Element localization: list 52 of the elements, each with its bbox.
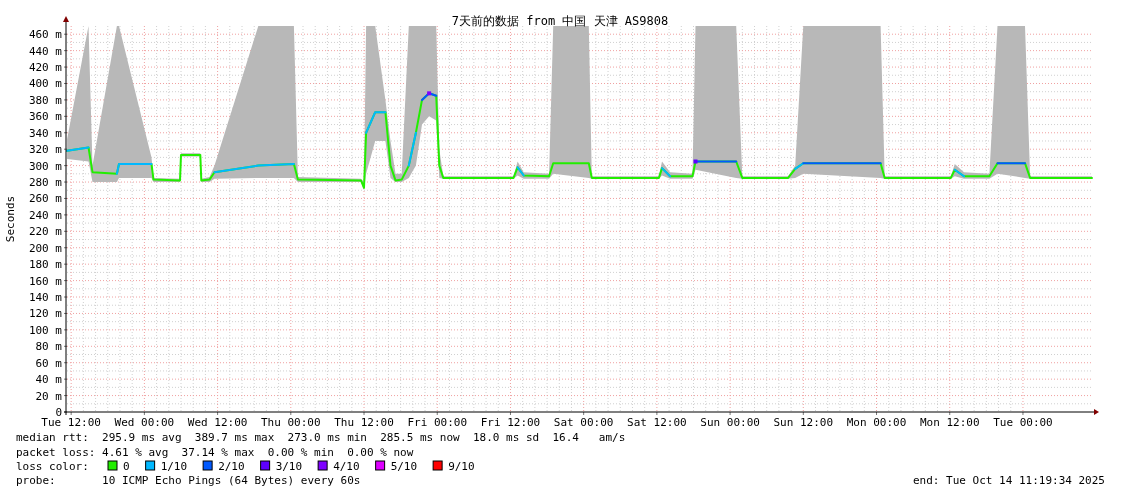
- legend-label: 5/10: [390, 460, 418, 473]
- y-tick-label: 460 m: [28, 28, 63, 42]
- y-tick-label: 140 m: [28, 291, 63, 305]
- x-tick-label: Sun 00:00: [700, 416, 760, 429]
- legend-title: loss color:: [16, 460, 89, 473]
- x-tick-label: Tue 00:00: [993, 416, 1053, 429]
- x-tick-label: Wed 00:00: [114, 416, 175, 429]
- y-tick-label: 400 m: [28, 77, 63, 91]
- x-tick-label: Thu 12:00: [334, 416, 394, 429]
- y-tick-label: 120 m: [28, 307, 63, 321]
- y-tick-label: 420 m: [28, 61, 63, 75]
- y-tick-label: 380 m: [28, 93, 63, 107]
- y-tick-label: 220 m: [28, 225, 63, 239]
- x-tick-label: Thu 00:00: [261, 416, 321, 429]
- y-tick-label: 260 m: [28, 192, 63, 206]
- y-tick-label: 340 m: [28, 126, 63, 140]
- text: probe: 10 ICMP Echo Pings (64 Bytes) every 60s: [16, 474, 361, 487]
- text: end: Tue Oct 14 11:19:34 2025: [912, 474, 1105, 487]
- y-tick-label: 360 m: [28, 110, 63, 124]
- chart-title: 7天前的数据 from 中国 天津 AS9808: [451, 14, 669, 28]
- legend-label: 1/10: [160, 460, 188, 473]
- x-tick-label: Mon 12:00: [919, 416, 980, 429]
- y-axis-title: Seconds: [4, 195, 17, 243]
- y-tick-label: 240 m: [28, 208, 63, 222]
- y-tick-label: 180 m: [28, 258, 63, 272]
- y-tick-label: 20 m: [35, 389, 63, 403]
- y-tick-label: 60 m: [35, 356, 63, 370]
- text: median rtt: 295.9 ms avg 389.7 ms max 273.0 ms min 285.5 ms now 18.0 ms sd 16.4 am/s: [16, 431, 626, 444]
- y-tick-label: 100 m: [28, 323, 63, 337]
- x-tick-label: Sat 00:00: [553, 416, 614, 429]
- y-tick-label: 40 m: [35, 373, 63, 387]
- x-tick-label: Wed 12:00: [187, 416, 248, 429]
- legend-label: 2/10: [218, 460, 245, 473]
- text: packet loss: 4.61 % avg 37.14 % max 0.00 % min 0.00 % now: [16, 446, 414, 459]
- legend-label: 3/10: [275, 460, 303, 473]
- legend-label: 4/10: [333, 460, 360, 473]
- y-tick-label: 280 m: [28, 176, 63, 190]
- y-tick-label: 440 m: [28, 44, 63, 58]
- y-tick-label: 300 m: [28, 159, 63, 173]
- legend-label: 9/10: [448, 460, 475, 473]
- y-tick-label: 320 m: [28, 143, 63, 157]
- y-tick-label: 80 m: [35, 340, 63, 354]
- legend-label: 0: [123, 460, 130, 473]
- x-tick-label: Fri 12:00: [480, 416, 541, 429]
- x-tick-label: Sat 12:00: [627, 416, 687, 429]
- y-tick-label: 200 m: [28, 241, 63, 255]
- x-tick-label: Tue 12:00: [41, 416, 101, 429]
- x-tick-label: Sun 12:00: [773, 416, 834, 429]
- x-tick-label: Fri 00:00: [407, 416, 468, 429]
- y-tick-label: 0: [55, 406, 62, 419]
- x-tick-label: Mon 00:00: [846, 416, 907, 429]
- y-tick-label: 160 m: [28, 274, 63, 288]
